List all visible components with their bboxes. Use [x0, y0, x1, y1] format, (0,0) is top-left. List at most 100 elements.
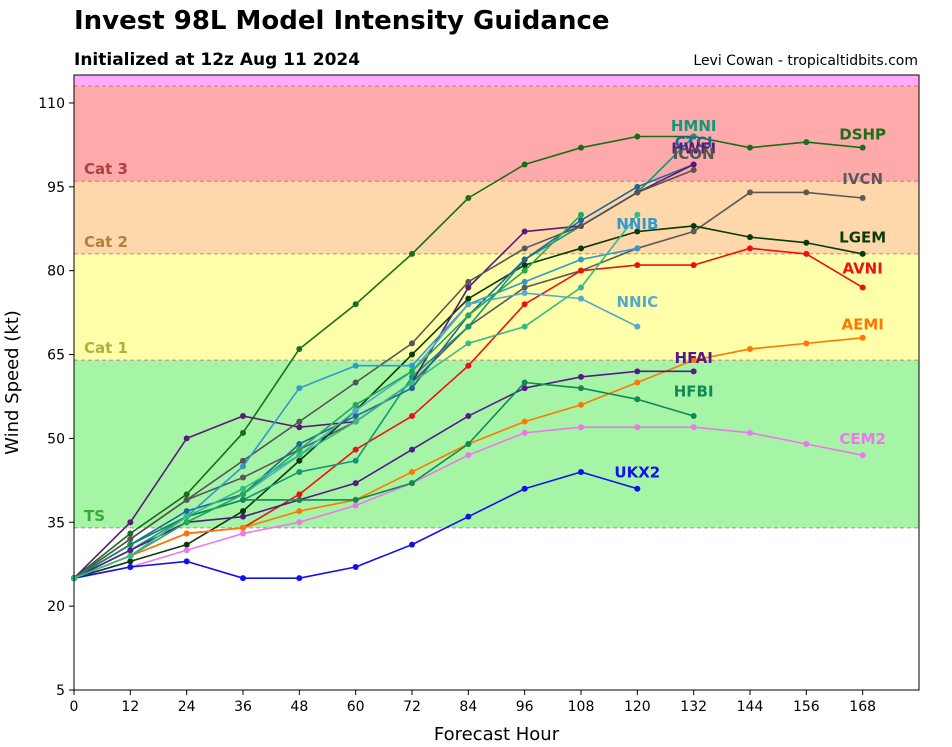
series-point-14-5	[353, 564, 359, 570]
series-point-10-9	[578, 257, 584, 263]
series-point-0-5	[353, 301, 359, 307]
series-label-12: HFAI	[675, 349, 713, 367]
x-tick-label-1: 12	[121, 699, 139, 715]
series-point-2-1	[127, 558, 133, 564]
series-point-11-8	[522, 290, 528, 296]
series-point-15-5	[353, 402, 359, 408]
series-point-9-9	[578, 223, 584, 229]
series-point-14-2	[184, 558, 190, 564]
series-point-10-3	[240, 463, 246, 469]
series-point-16-5	[353, 419, 359, 425]
series-point-5-12	[747, 430, 753, 436]
series-point-6-5	[353, 458, 359, 464]
series-point-6-7	[465, 324, 471, 330]
series-point-13-10	[634, 396, 640, 402]
series-point-0-12	[747, 145, 753, 151]
series-point-3-13	[803, 251, 809, 257]
series-point-15-9	[578, 212, 584, 218]
series-point-14-4	[296, 575, 302, 581]
series-point-5-9	[578, 424, 584, 430]
series-point-14-1	[127, 564, 133, 570]
series-point-3-7	[465, 363, 471, 369]
series-label-2: LGEM	[839, 229, 886, 247]
series-point-9-6	[409, 340, 415, 346]
series-point-7-6	[409, 385, 415, 391]
series-point-11-7	[465, 301, 471, 307]
series-point-7-8	[522, 257, 528, 263]
series-point-5-14	[860, 452, 866, 458]
series-point-0-9	[578, 145, 584, 151]
series-point-12-3	[240, 514, 246, 520]
series-point-0-14	[860, 145, 866, 151]
series-point-1-3	[240, 475, 246, 481]
series-point-11-10	[634, 324, 640, 330]
series-point-16-3	[240, 486, 246, 492]
series-point-0-4	[296, 346, 302, 352]
series-point-8-3	[240, 413, 246, 419]
series-point-3-12	[747, 245, 753, 251]
series-label-0: DSHP	[839, 125, 886, 143]
band-4	[74, 75, 919, 86]
y-tick-label-7: 110	[38, 96, 65, 112]
series-point-12-10	[634, 368, 640, 374]
series-point-13-7	[465, 441, 471, 447]
series-point-1-8	[522, 284, 528, 290]
series-point-0-8	[522, 161, 528, 167]
series-point-2-7	[465, 296, 471, 302]
series-point-5-11	[691, 424, 697, 430]
series-point-10-5	[353, 363, 359, 369]
series-point-9-5	[353, 380, 359, 386]
x-tick-label-5: 60	[347, 699, 365, 715]
y-tick-label-0: 5	[56, 683, 65, 699]
series-point-5-7	[465, 452, 471, 458]
series-point-16-7	[465, 340, 471, 346]
series-point-0-7	[465, 195, 471, 201]
series-point-10-4	[296, 385, 302, 391]
series-point-5-3	[240, 530, 246, 536]
series-point-3-8	[522, 301, 528, 307]
series-point-4-4	[296, 508, 302, 514]
x-tick-label-7: 84	[459, 699, 477, 715]
series-point-4-6	[409, 469, 415, 475]
y-tick-label-6: 95	[47, 180, 65, 196]
series-point-8-4	[296, 424, 302, 430]
series-point-3-5	[353, 447, 359, 453]
series-point-5-8	[522, 430, 528, 436]
series-point-5-10	[634, 424, 640, 430]
series-point-2-4	[296, 458, 302, 464]
series-point-9-8	[522, 245, 528, 251]
series-point-11-5	[353, 407, 359, 413]
series-point-16-8	[522, 324, 528, 330]
series-point-5-2	[184, 547, 190, 553]
series-point-4-10	[634, 380, 640, 386]
series-label-10: NNIB	[616, 215, 658, 233]
series-point-9-10	[634, 189, 640, 195]
series-point-14-8	[522, 486, 528, 492]
series-label-14: UKX2	[614, 464, 660, 482]
series-point-13-1	[127, 542, 133, 548]
x-tick-label-9: 108	[568, 699, 595, 715]
series-point-12-6	[409, 447, 415, 453]
series-point-8-1	[127, 519, 133, 525]
series-point-15-2	[184, 519, 190, 525]
series-point-7-10	[634, 184, 640, 190]
series-point-4-3	[240, 525, 246, 531]
series-point-10-10	[634, 245, 640, 251]
band-label-2: Cat 2	[84, 233, 128, 251]
series-point-14-9	[578, 469, 584, 475]
series-label-1: IVCN	[842, 170, 883, 188]
series-point-4-13	[803, 340, 809, 346]
series-point-9-7	[465, 279, 471, 285]
series-point-1-13	[803, 189, 809, 195]
series-point-2-2	[184, 542, 190, 548]
x-tick-label-3: 36	[234, 699, 252, 715]
x-tick-label-12: 144	[737, 699, 764, 715]
series-point-6-4	[296, 469, 302, 475]
series-point-1-14	[860, 195, 866, 201]
x-tick-label-8: 96	[516, 699, 534, 715]
series-point-2-3	[240, 508, 246, 514]
intensity-chart: TSCat 1Cat 2Cat 3 DSHPIVCNLGEMAVNIAEMICE…	[0, 0, 952, 747]
series-point-2-13	[803, 240, 809, 246]
series-point-13-8	[522, 380, 528, 386]
series-point-15-4	[296, 447, 302, 453]
